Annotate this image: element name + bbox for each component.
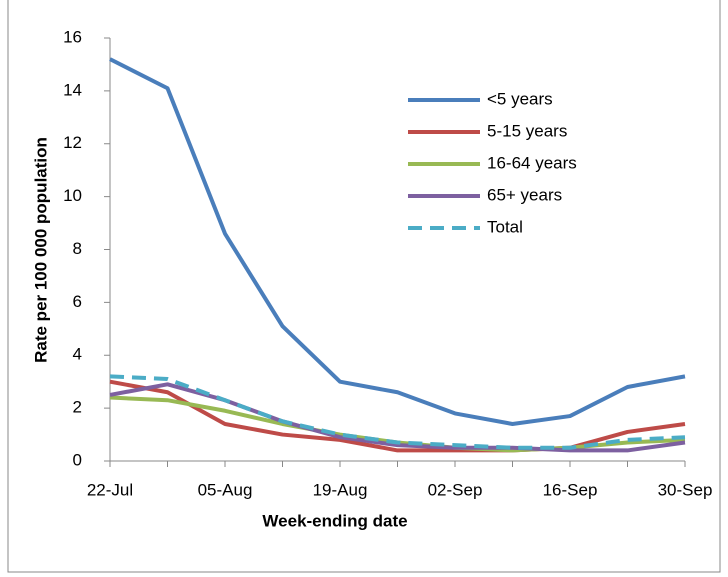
x-tick-label: 22-Jul bbox=[87, 480, 133, 499]
chart-frame bbox=[7, 0, 721, 573]
x-tick-label: 05-Aug bbox=[198, 480, 253, 499]
y-tick-label: 0 bbox=[73, 450, 82, 469]
y-tick-label: 12 bbox=[63, 133, 82, 152]
x-axis-title: Week-ending date bbox=[262, 511, 407, 530]
series-line bbox=[109, 374, 686, 450]
series-line bbox=[109, 57, 686, 426]
legend-label: <5 years bbox=[487, 89, 553, 108]
legend-label: Total bbox=[487, 217, 523, 236]
y-tick-label: 2 bbox=[73, 398, 82, 417]
y-tick-label: 4 bbox=[73, 345, 82, 364]
x-tick-label: 19-Aug bbox=[313, 480, 368, 499]
x-tick-label: 30-Sep bbox=[658, 480, 713, 499]
y-tick-label: 10 bbox=[63, 186, 82, 205]
legend-label: 65+ years bbox=[487, 185, 562, 204]
legend-label: 5-15 years bbox=[487, 121, 567, 140]
y-tick-label: 14 bbox=[63, 80, 82, 99]
x-tick-label: 16-Sep bbox=[543, 480, 598, 499]
y-tick-label: 6 bbox=[73, 292, 82, 311]
x-tick-label: 02-Sep bbox=[428, 480, 483, 499]
series-line bbox=[109, 379, 686, 453]
y-tick-label: 16 bbox=[63, 27, 82, 46]
y-tick-label: 8 bbox=[73, 239, 82, 258]
legend-label: 16-64 years bbox=[487, 153, 577, 172]
y-axis-title: Rate per 100 000 population bbox=[31, 137, 50, 363]
